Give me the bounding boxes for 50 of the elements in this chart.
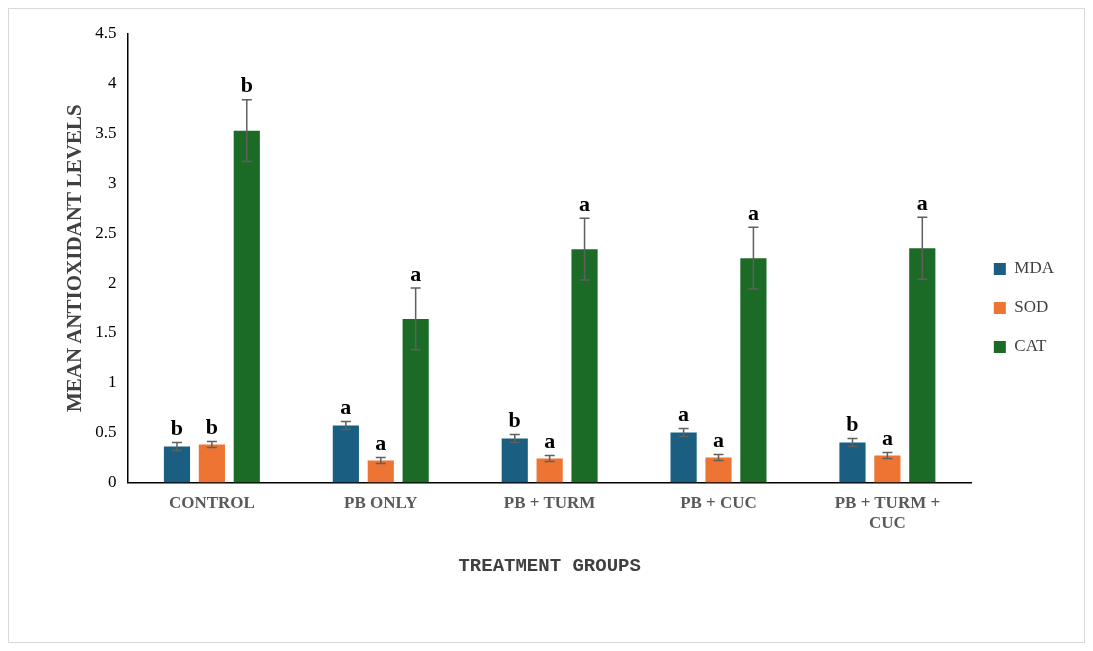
bar xyxy=(909,248,936,483)
bar xyxy=(402,318,429,483)
x-tick-label: PB + TURM + CUC xyxy=(834,492,941,533)
bar xyxy=(705,457,732,483)
y-tick-label: 1 xyxy=(107,372,117,392)
x-tick-label: CONTROL xyxy=(168,492,255,512)
bar xyxy=(367,460,394,483)
data-label: a xyxy=(678,401,690,427)
bar xyxy=(163,446,191,483)
data-label: a xyxy=(713,427,725,453)
y-tick-label: 2.5 xyxy=(95,222,117,242)
legend-label: CAT xyxy=(1014,336,1048,356)
bar xyxy=(198,444,225,483)
data-label: a xyxy=(881,425,893,451)
data-label: a xyxy=(579,191,591,217)
bar xyxy=(740,258,767,483)
data-label: b xyxy=(205,414,219,440)
bar xyxy=(874,455,901,483)
bar xyxy=(839,442,866,483)
data-label: a xyxy=(410,260,422,286)
y-tick-label: 2 xyxy=(107,272,117,292)
y-tick-label: 3.5 xyxy=(95,123,117,143)
y-tick-label: 0.5 xyxy=(95,422,117,442)
bar xyxy=(233,130,260,483)
bar xyxy=(571,249,598,483)
bar xyxy=(536,458,563,483)
data-label: a xyxy=(747,200,759,225)
y-tick-label: 4.5 xyxy=(95,23,117,43)
data-label: a xyxy=(340,394,352,420)
data-label: a xyxy=(916,190,928,216)
data-label: a xyxy=(544,428,556,454)
data-label: a xyxy=(375,430,387,456)
y-axis-title: MEAN ANTIOXIDANT LEVELS xyxy=(62,104,87,413)
y-tick-label: 1.5 xyxy=(95,322,117,342)
x-tick-label: PB + TURM xyxy=(503,492,596,512)
bar xyxy=(501,438,528,483)
data-label: b xyxy=(240,72,253,98)
bar xyxy=(332,425,359,483)
y-tick-label: 0 xyxy=(107,471,117,491)
data-label: b xyxy=(846,411,859,437)
x-tick-label: PB ONLY xyxy=(344,492,418,512)
x-axis-title: TREATMENT GROUPS xyxy=(458,555,641,578)
data-label: b xyxy=(170,415,184,441)
legend-label: MDA xyxy=(1014,258,1055,278)
bar xyxy=(670,432,697,483)
x-tick-label: PB + CUC xyxy=(680,492,757,512)
legend-label: SOD xyxy=(1014,297,1049,317)
y-tick-label: 3 xyxy=(107,172,117,192)
data-label: b xyxy=(508,407,521,433)
y-tick-label: 4 xyxy=(107,73,117,93)
